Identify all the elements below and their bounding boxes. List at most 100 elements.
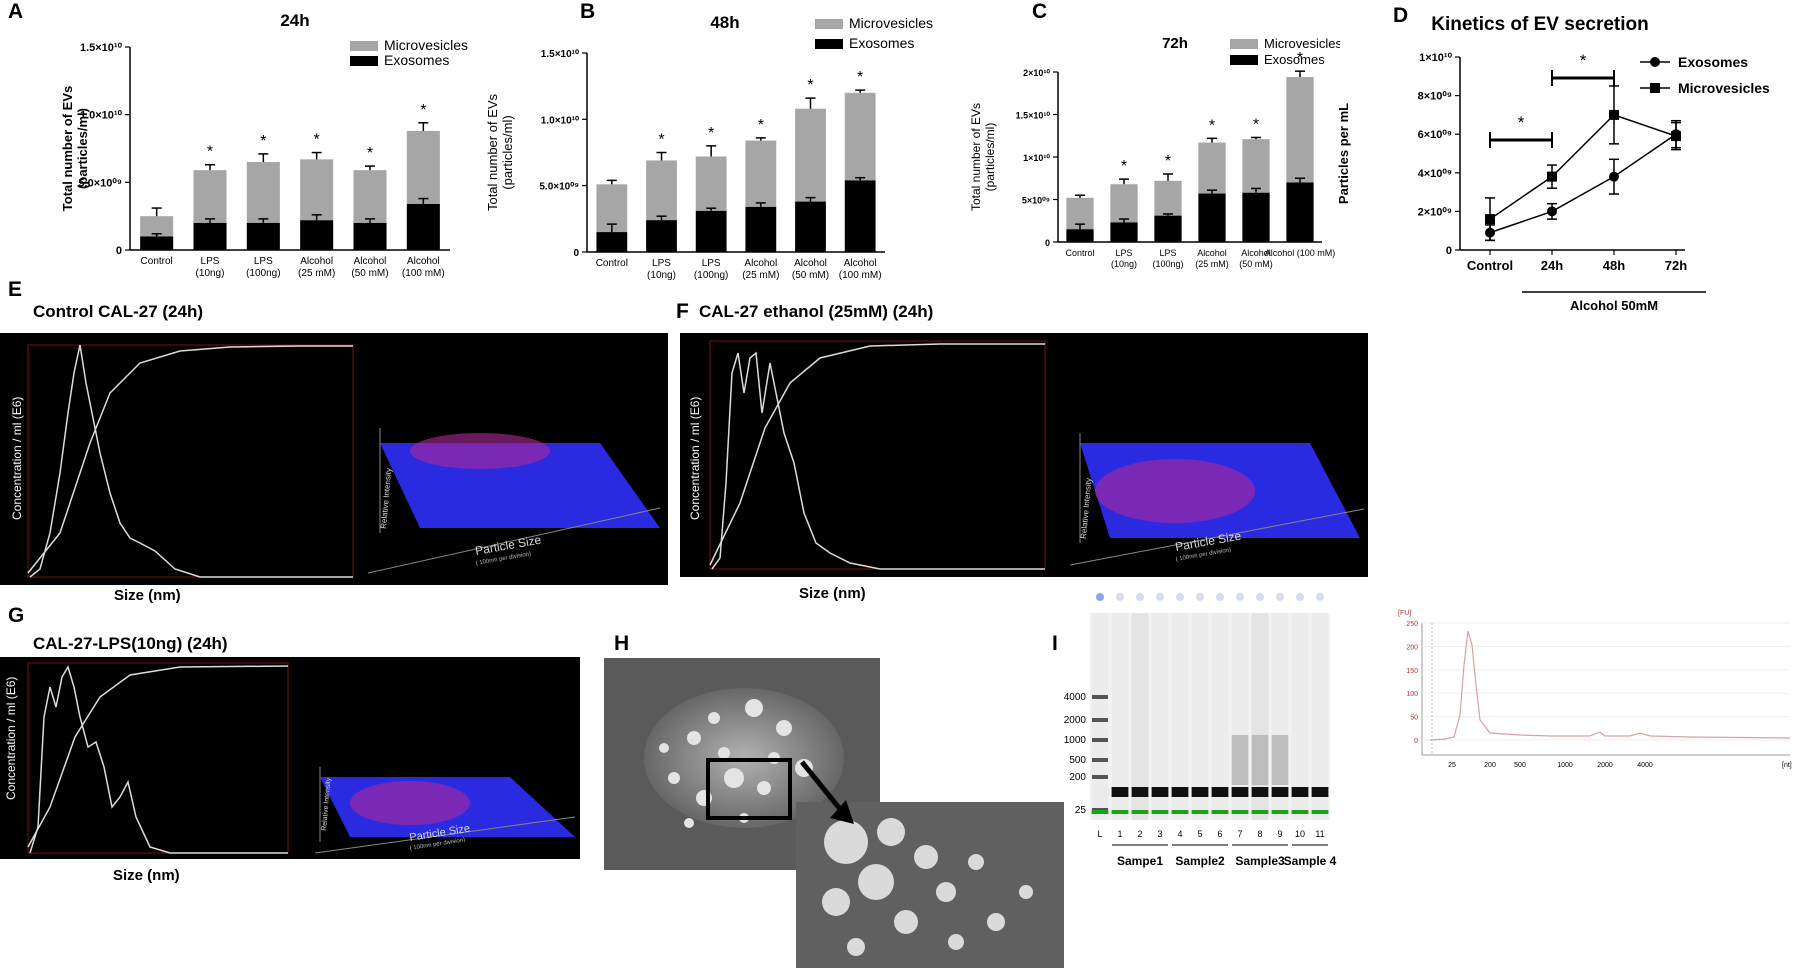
y-tick-label: 2×10¹⁰ — [1023, 68, 1050, 78]
legend-swatch — [1230, 39, 1258, 49]
significance-star: * — [420, 102, 426, 119]
legend-label: Microvesicles — [384, 37, 468, 53]
y-tick-label: 8×10⁰⁹ — [1418, 91, 1452, 103]
category-label-line: Control — [1065, 248, 1094, 258]
gel-well — [1296, 593, 1304, 601]
lane-label: 2 — [1137, 829, 1142, 839]
bar-microvesicles — [795, 108, 826, 202]
lane-label: 3 — [1157, 829, 1162, 839]
category-label: Alcohol (50 mM) — [792, 258, 829, 281]
gel-lane — [1091, 613, 1109, 820]
nta-e-axis3d-label: Particle Size — [474, 533, 542, 558]
significance-star: * — [1165, 153, 1171, 170]
sample-band — [1251, 787, 1269, 797]
category-label-line: (10ng) — [1111, 259, 1137, 269]
category-label: Alcohol (25 mM) — [1195, 248, 1229, 269]
category-label-line: Alcohol — [744, 258, 777, 269]
bar-exosomes — [1154, 215, 1182, 242]
marker-band — [1171, 810, 1189, 814]
trace-x-tick-label: 1000 — [1557, 762, 1573, 769]
nta-e-title: Control CAL-27 (24h) — [33, 302, 203, 321]
significance-star: * — [1518, 113, 1525, 132]
nta-f-z-label: Relative Intensity — [1079, 478, 1093, 539]
legend-marker — [1650, 83, 1660, 93]
legend-swatch — [350, 56, 378, 66]
nta-f-ylabel: Concentration / ml (E6) — [688, 396, 702, 520]
significance-star: * — [708, 125, 714, 142]
marker-band — [1151, 810, 1169, 814]
nta-g-plot-frame — [27, 662, 289, 854]
bar-microvesicles — [844, 92, 876, 181]
category-label: LPS (100ng) — [1152, 248, 1183, 269]
sample-group-label: Sample 4 — [1284, 854, 1337, 868]
gel-lane — [1291, 613, 1309, 820]
data-point-microvesicles — [1609, 109, 1619, 120]
panel-label-b: B — [580, 0, 596, 23]
smear — [1231, 735, 1249, 785]
sem-image-zoom — [796, 802, 1064, 968]
chart-title: 48h — [710, 13, 739, 32]
gel-well — [1276, 593, 1284, 601]
sample-band — [1231, 787, 1249, 797]
nta-e-cumulative-curve — [27, 345, 353, 574]
category-label-line: (100ng) — [694, 270, 728, 281]
lane-label: 4 — [1177, 829, 1182, 839]
ladder-label: 25 — [1075, 805, 1087, 816]
y-tick-label: 5.0×10⁰⁹ — [539, 182, 579, 193]
category-label-line: (10ng) — [196, 268, 225, 279]
category-label-line: Alcohol — [844, 258, 877, 269]
sample-band — [1211, 787, 1229, 797]
ladder-label: 2000 — [1064, 715, 1087, 726]
category-label: Alcohol (50 mM) — [1239, 248, 1273, 269]
sample-band — [1311, 787, 1329, 797]
y-tick-label: 1×10¹⁰ — [1419, 52, 1452, 64]
nta-e-size-distribution — [29, 344, 353, 578]
gel-lane — [1311, 613, 1329, 820]
bar-chart-48h: 48h Total number of EVs(particles/ml) 0 5.0… — [485, 13, 933, 281]
category-label-line: LPS — [652, 258, 671, 269]
y-tick-label: 5×10⁰⁹ — [1022, 196, 1050, 206]
panel-label-c: C — [1032, 0, 1048, 23]
bar-exosomes — [1110, 222, 1138, 242]
x-tick-label: 24h — [1541, 258, 1563, 273]
data-point-microvesicles — [1671, 131, 1681, 142]
trace-y-tick-label: 100 — [1406, 691, 1418, 698]
y-axis-label: Total number of EVs(particles/ml) — [485, 93, 515, 211]
sample-group-label: Sampe1 — [1117, 854, 1163, 868]
bar-microvesicles — [1154, 180, 1182, 216]
nta-g-3d-peak — [350, 781, 470, 825]
trace-x-tick-label: 2000 — [1597, 762, 1613, 769]
y-axis-label: Total number of EVs(particles/ml) — [60, 86, 90, 211]
ladder-label: 4000 — [1064, 692, 1087, 703]
category-label-line: (50 mM) — [1239, 259, 1273, 269]
category-label-line: Alcohol — [1241, 248, 1271, 258]
chart-title: 24h — [280, 11, 309, 30]
bar-microvesicles — [646, 160, 677, 221]
bar-microvesicles — [140, 216, 174, 237]
nta-f-screen: Particle Size ( 100nm per division) Rela… — [680, 333, 1368, 577]
trace-x-unit: [nt] — [1782, 762, 1792, 769]
lane-label: 6 — [1217, 829, 1222, 839]
category-label-line: Control — [141, 256, 173, 267]
category-label-line: LPS — [1115, 248, 1132, 258]
y-tick-label: 6×10⁰⁹ — [1418, 129, 1452, 141]
gel-well — [1096, 593, 1104, 601]
significance-star: * — [758, 117, 764, 134]
significance-star: * — [314, 132, 320, 149]
trace-x-tick-label: 25 — [1448, 762, 1456, 769]
category-label-line: LPS — [254, 256, 273, 267]
sample-band — [1111, 787, 1129, 797]
legend-swatch — [815, 19, 843, 29]
significance-star: * — [1253, 116, 1259, 133]
legend-swatch — [350, 41, 378, 51]
y-tick-label: 0 — [1446, 245, 1452, 257]
significance-star: * — [1121, 158, 1127, 175]
nta-g-size-distribution — [29, 665, 288, 854]
bar-microvesicles — [745, 140, 777, 207]
panel-label-g: G — [8, 604, 25, 627]
trace-y-tick-label: 0 — [1414, 738, 1418, 745]
category-label: LPS (10ng) — [1111, 248, 1137, 269]
category-label-line: (10ng) — [647, 270, 676, 281]
marker-band — [1091, 810, 1109, 814]
